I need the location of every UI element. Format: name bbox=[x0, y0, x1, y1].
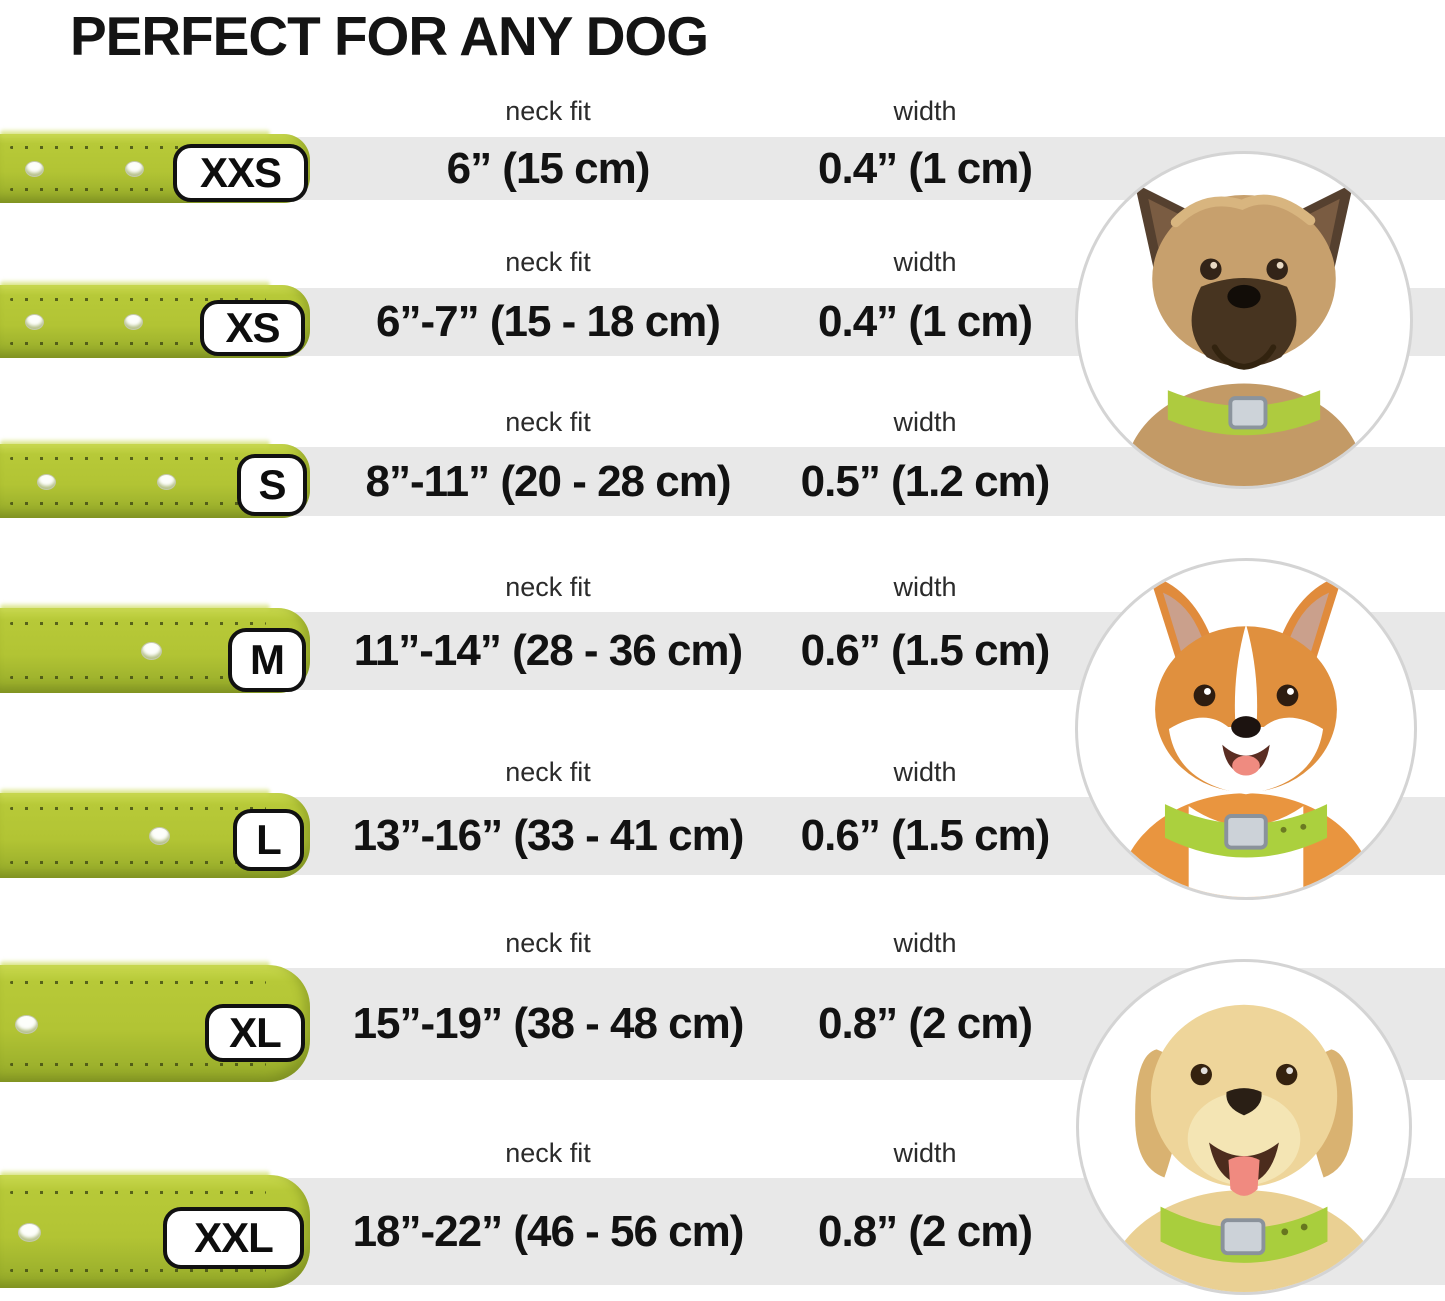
collar-hole bbox=[25, 161, 44, 177]
collar-hole bbox=[37, 474, 56, 490]
neck-fit-value: 6”-7” (15 - 18 cm) bbox=[376, 297, 721, 346]
neck-fit-value: 15”-19” (38 - 48 cm) bbox=[352, 999, 745, 1048]
width-label: width bbox=[893, 757, 957, 787]
size-badge-l: L bbox=[233, 809, 304, 871]
collar-hole bbox=[25, 314, 44, 330]
stitch-line bbox=[10, 298, 266, 301]
collar-hole bbox=[18, 1223, 41, 1242]
stitch-line bbox=[10, 188, 266, 191]
neck-fit-value: 13”-16” (33 - 41 cm) bbox=[352, 811, 745, 860]
size-badge-m: M bbox=[228, 628, 306, 692]
neck-fit-value: 11”-14” (28 - 36 cm) bbox=[353, 626, 743, 675]
width-label: width bbox=[893, 1138, 957, 1168]
collar-hole bbox=[124, 314, 143, 330]
neck-fit-label: neck fit bbox=[505, 928, 591, 958]
width-value: 0.4” (1 cm) bbox=[818, 297, 1033, 346]
neck-fit-value: 18”-22” (46 - 56 cm) bbox=[352, 1206, 745, 1256]
size-badge-xxs: XXS bbox=[173, 144, 308, 202]
size-badge-s: S bbox=[237, 454, 307, 516]
stitch-line bbox=[10, 457, 266, 460]
stitch-line bbox=[10, 981, 266, 984]
stitch-line bbox=[10, 861, 266, 864]
stitch-line bbox=[10, 146, 266, 149]
terrier-illustration bbox=[1124, 183, 1364, 486]
size-badge-xxl: XXL bbox=[163, 1207, 304, 1269]
width-value: 0.6” (1.5 cm) bbox=[800, 811, 1051, 860]
stitch-line bbox=[10, 1191, 266, 1194]
stitch-line bbox=[10, 676, 266, 679]
neck-fit-value: 6” (15 cm) bbox=[446, 143, 651, 193]
stitch-line bbox=[10, 342, 266, 345]
width-value: 0.5” (1.2 cm) bbox=[800, 456, 1051, 506]
width-label: width bbox=[893, 96, 957, 126]
neck-fit-label: neck fit bbox=[505, 96, 591, 126]
neck-fit-label: neck fit bbox=[505, 407, 591, 437]
width-value: 0.8” (2 cm) bbox=[818, 1206, 1033, 1256]
neck-fit-label: neck fit bbox=[505, 757, 591, 787]
size-badge-xs: XS bbox=[200, 300, 305, 356]
width-label: width bbox=[893, 407, 957, 437]
collar-hole bbox=[149, 827, 170, 845]
stitch-line bbox=[10, 1063, 266, 1066]
collar-hole bbox=[157, 474, 176, 490]
neck-fit-value: 8”-11” (20 - 28 cm) bbox=[365, 456, 732, 506]
width-label: width bbox=[893, 247, 957, 277]
stitch-line bbox=[10, 807, 266, 810]
neck-fit-label: neck fit bbox=[505, 572, 591, 602]
collar-hole bbox=[141, 642, 162, 660]
size-badge-xl: XL bbox=[205, 1004, 305, 1062]
stitch-line bbox=[10, 622, 266, 625]
neck-fit-label: neck fit bbox=[505, 247, 591, 277]
width-value: 0.4” (1 cm) bbox=[818, 143, 1033, 193]
neck-fit-label: neck fit bbox=[505, 1138, 591, 1168]
collar-hole bbox=[125, 161, 144, 177]
dog-photo-labrador bbox=[1076, 959, 1412, 1295]
width-label: width bbox=[893, 928, 957, 958]
width-label: width bbox=[893, 572, 957, 602]
collar-hole bbox=[15, 1015, 38, 1034]
width-value: 0.6” (1.5 cm) bbox=[800, 626, 1051, 675]
page-title: PERFECT FOR ANY DOG bbox=[70, 5, 709, 67]
corgi-illustration bbox=[1119, 574, 1373, 897]
stitch-line bbox=[10, 1269, 266, 1272]
dog-photo-corgi bbox=[1075, 558, 1417, 900]
stitch-line bbox=[10, 502, 266, 505]
dog-photo-terrier bbox=[1075, 151, 1413, 489]
labrador-illustration bbox=[1106, 1004, 1382, 1292]
width-value: 0.8” (2 cm) bbox=[818, 999, 1033, 1048]
